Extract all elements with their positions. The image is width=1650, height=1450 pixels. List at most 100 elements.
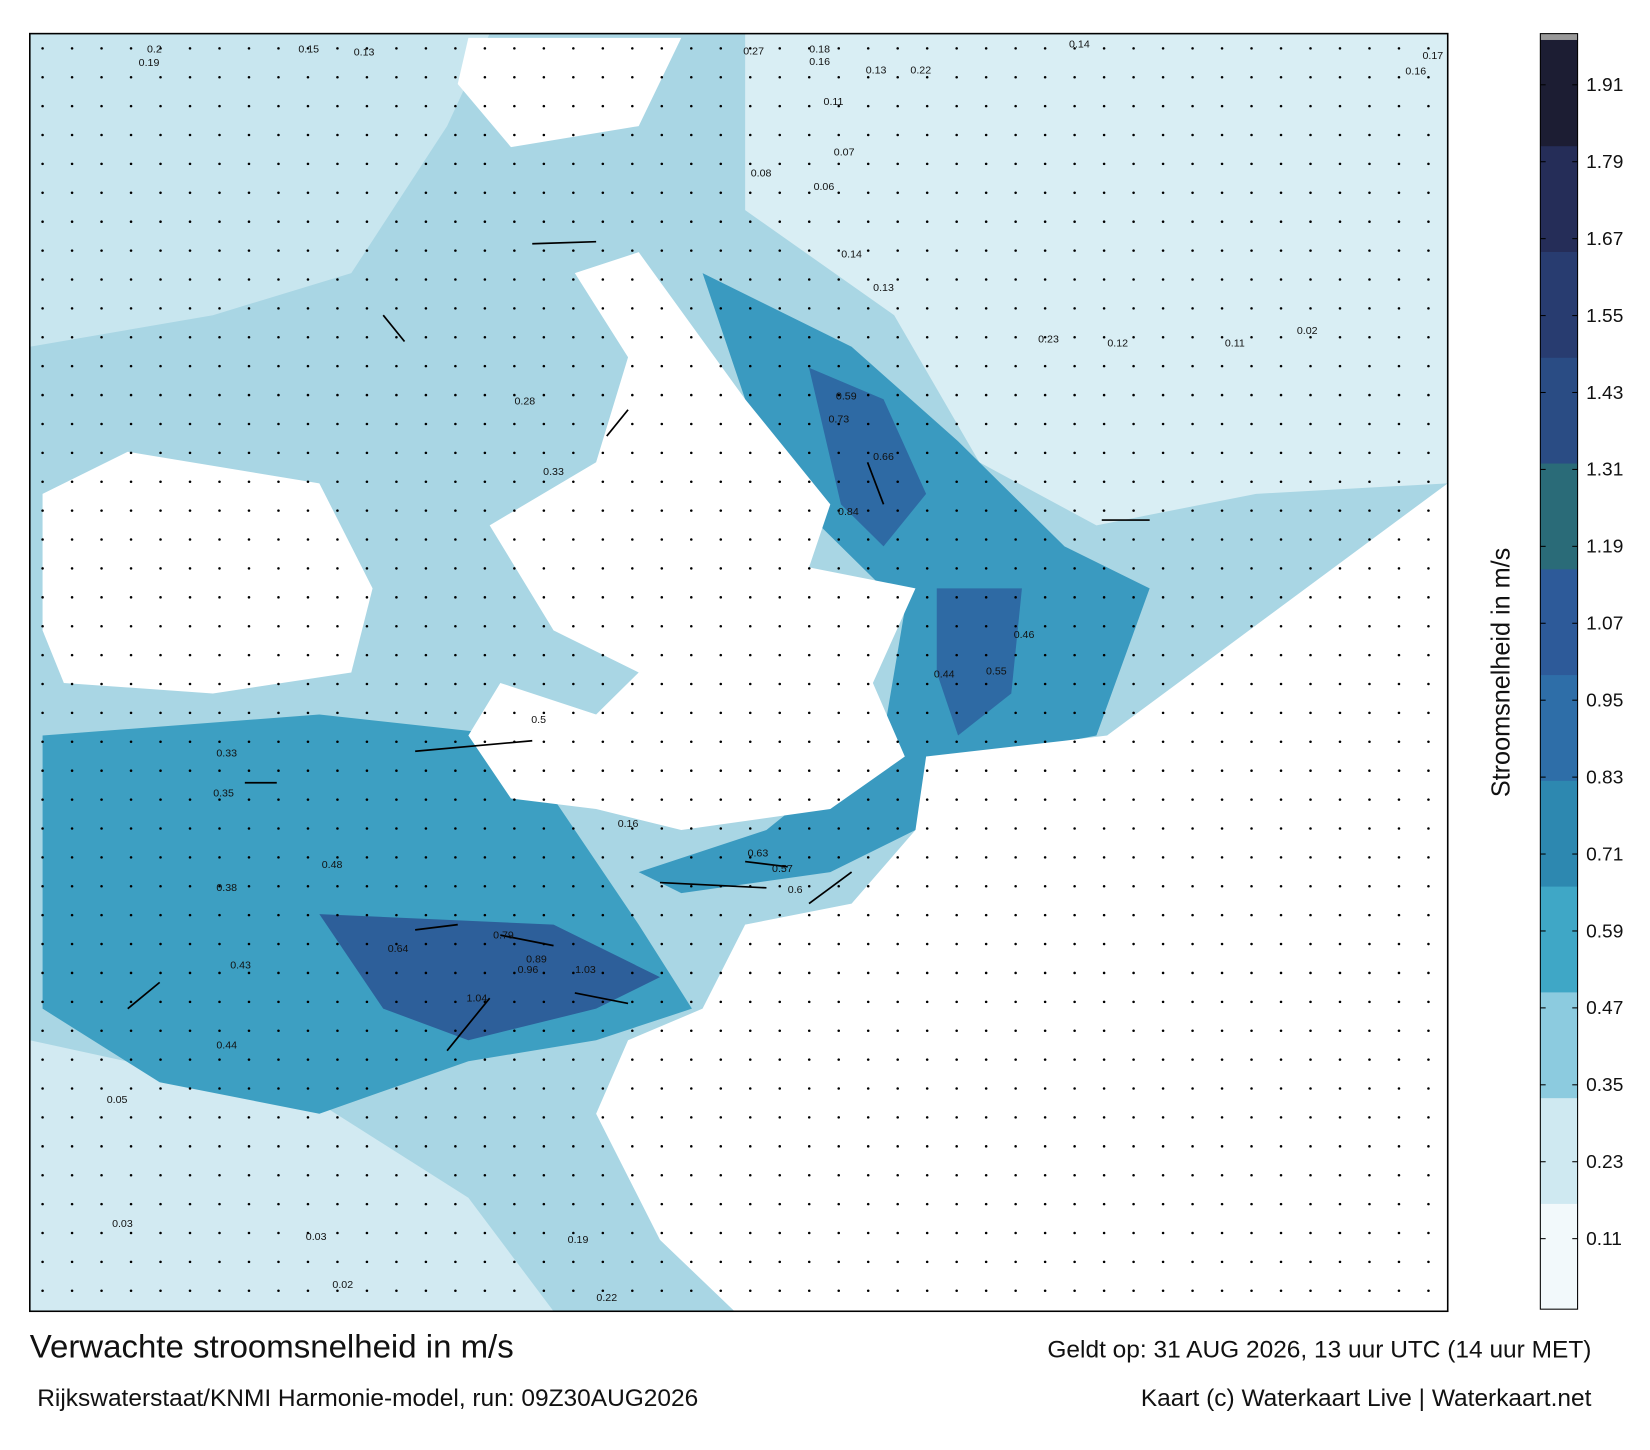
vector-dot: [896, 1289, 899, 1293]
vector-dot: [1368, 1173, 1371, 1177]
vector-dot: [218, 1173, 221, 1177]
vector-dot: [1279, 133, 1283, 137]
vector-dot: [129, 1000, 133, 1004]
vector-dot: [1397, 1202, 1401, 1206]
vector-dot: [1073, 162, 1076, 166]
vector-dot: [1102, 711, 1106, 715]
vector-dot: [1397, 942, 1401, 946]
vector-dot: [1102, 653, 1106, 657]
vector-dot: [1220, 1202, 1224, 1206]
speed-label: 0.05: [107, 1094, 128, 1106]
vector-dot: [896, 1087, 899, 1090]
vector-dot: [70, 885, 74, 888]
vector-dot: [188, 278, 192, 281]
vector-dot: [896, 971, 899, 975]
vector-dot: [1220, 1260, 1224, 1264]
vector-dot: [748, 336, 752, 339]
vector-dot: [395, 1116, 398, 1119]
vector-dot: [925, 1087, 929, 1090]
vector-dot: [542, 711, 546, 715]
vector-dot: [1220, 278, 1224, 281]
vector-dot: [159, 1058, 162, 1061]
vector-dot: [807, 769, 811, 772]
vector-dot: [925, 827, 929, 830]
vector-dot: [424, 1260, 428, 1264]
vector-dot: [748, 278, 752, 281]
vector-dot: [601, 769, 605, 772]
vector-dot: [1073, 1173, 1076, 1177]
vector-dot: [277, 1173, 280, 1177]
vector-dot: [1161, 1202, 1165, 1206]
vector-dot: [1102, 1000, 1106, 1004]
vector-dot: [1014, 249, 1017, 252]
vector-dot: [395, 162, 398, 166]
vector-dot: [955, 567, 958, 570]
vector-dot: [896, 798, 899, 801]
vector-dot: [218, 1145, 221, 1148]
vector-dot: [807, 1289, 811, 1293]
vector-dot: [719, 827, 723, 830]
vector-dot: [1073, 364, 1076, 368]
vector-dot: [955, 624, 958, 628]
vector-dot: [1220, 740, 1224, 744]
vector-dot: [1220, 336, 1224, 339]
vector-dot: [277, 480, 280, 484]
vector-dot: [365, 1202, 369, 1206]
vector-dot: [1191, 307, 1194, 310]
vector-dot: [1073, 1058, 1076, 1061]
vector-dot: [336, 827, 339, 830]
vector-dot: [100, 1029, 103, 1032]
vector-dot: [41, 567, 44, 570]
vector-dot: [100, 682, 103, 686]
vector-dot: [513, 682, 516, 686]
vector-dot: [690, 75, 693, 79]
vector-dot: [807, 220, 811, 223]
vector-dot: [1279, 971, 1283, 975]
vector-dot: [955, 596, 958, 599]
vector-dot: [277, 278, 280, 281]
vector-dot: [1161, 567, 1165, 570]
vector-dot: [188, 133, 192, 137]
vector-dot: [41, 538, 44, 541]
vector-dot: [1309, 393, 1312, 397]
vector-dot: [572, 567, 575, 570]
vector-dot: [41, 885, 44, 888]
speed-label: 0.48: [322, 859, 343, 871]
vector-dot: [1161, 393, 1165, 397]
vector-dot: [719, 480, 723, 484]
vector-dot: [1220, 47, 1224, 50]
vector-dot: [1191, 364, 1194, 368]
vector-dot: [837, 1087, 840, 1090]
vector-dot: [866, 1145, 870, 1148]
vector-dot: [1309, 364, 1312, 368]
vector-dot: [424, 364, 428, 368]
speed-label: 0.27: [743, 46, 764, 58]
vector-dot: [748, 798, 752, 801]
vector-dot: [631, 1058, 634, 1061]
vector-dot: [1161, 711, 1165, 715]
vector-dot: [837, 653, 840, 657]
vector-dot: [690, 393, 693, 397]
vector-dot: [601, 47, 605, 50]
vector-dot: [100, 1173, 103, 1177]
vector-dot: [513, 104, 516, 108]
vector-dot: [572, 278, 575, 281]
vector-dot: [41, 1260, 44, 1264]
vector-dot: [159, 798, 162, 801]
vector-dot: [129, 1116, 133, 1119]
vector-dot: [1338, 1087, 1342, 1090]
colorbar-tick-label: 1.31: [1586, 460, 1623, 481]
vector-dot: [395, 133, 398, 137]
vector-dot: [70, 1145, 74, 1148]
vector-dot: [247, 364, 251, 368]
vector-dot: [984, 75, 988, 79]
vector-dot: [1014, 538, 1017, 541]
vector-dot: [748, 682, 752, 686]
vector-dot: [1132, 769, 1135, 772]
vector-dot: [365, 249, 369, 252]
vector-dot: [483, 75, 487, 79]
speed-label: 0.57: [772, 863, 793, 875]
vector-dot: [572, 971, 575, 975]
vector-dot: [277, 75, 280, 79]
vector-dot: [1397, 1058, 1401, 1061]
